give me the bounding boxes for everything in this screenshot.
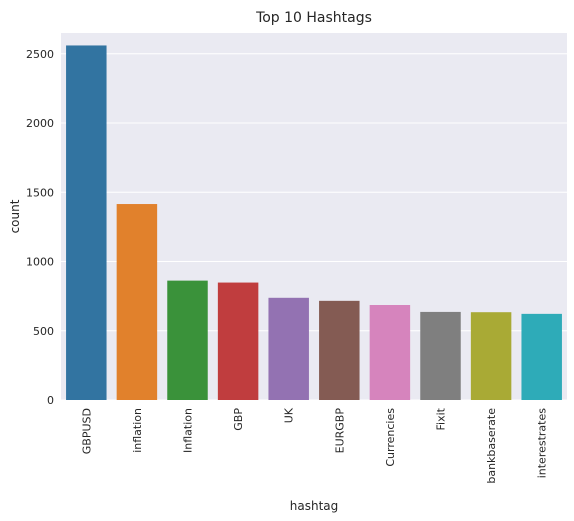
x-tick-label: Fixit (435, 407, 448, 430)
bar-Fixit (420, 311, 461, 400)
x-tick-label: interestrates (536, 408, 549, 479)
bar-GBP (217, 282, 259, 400)
x-tick-label: UK (283, 407, 296, 423)
bar-interestrates (521, 313, 562, 400)
x-tick-label: Inflation (182, 408, 195, 453)
x-tick-label: EURGBP (333, 408, 346, 454)
x-tick-label: GBPUSD (80, 408, 93, 454)
y-tick-label: 0 (47, 394, 54, 407)
y-axis-label: count (8, 199, 22, 233)
bar-Currencies (369, 304, 411, 400)
y-tick-labels: 0 500 1000 1500 2000 2500 (26, 48, 54, 407)
bar-UK (268, 297, 309, 400)
x-tick-label: Currencies (384, 408, 397, 467)
bar-EURGBP (319, 300, 360, 400)
x-tick-label: inflation (131, 408, 144, 453)
bar-GBPUSD (66, 45, 107, 401)
bars (66, 45, 562, 401)
y-tick-label: 2000 (26, 117, 54, 130)
y-tick-label: 1500 (26, 186, 54, 199)
x-axis-label: hashtag (290, 499, 339, 513)
y-tick-label: 2500 (26, 48, 54, 61)
x-tick-labels: GBPUSD inflation Inflation GBP UK EURGBP Curre… (80, 407, 548, 483)
bar-bankbaserate (470, 312, 512, 400)
bar-Inflation (167, 280, 208, 400)
bar-inflation (116, 204, 158, 400)
y-tick-label: 1000 (26, 256, 54, 269)
x-tick-label: bankbaserate (485, 408, 498, 484)
chart-title: Top 10 Hashtags (255, 10, 372, 26)
x-tick-label: GBP (232, 408, 245, 431)
y-tick-label: 500 (33, 325, 54, 338)
